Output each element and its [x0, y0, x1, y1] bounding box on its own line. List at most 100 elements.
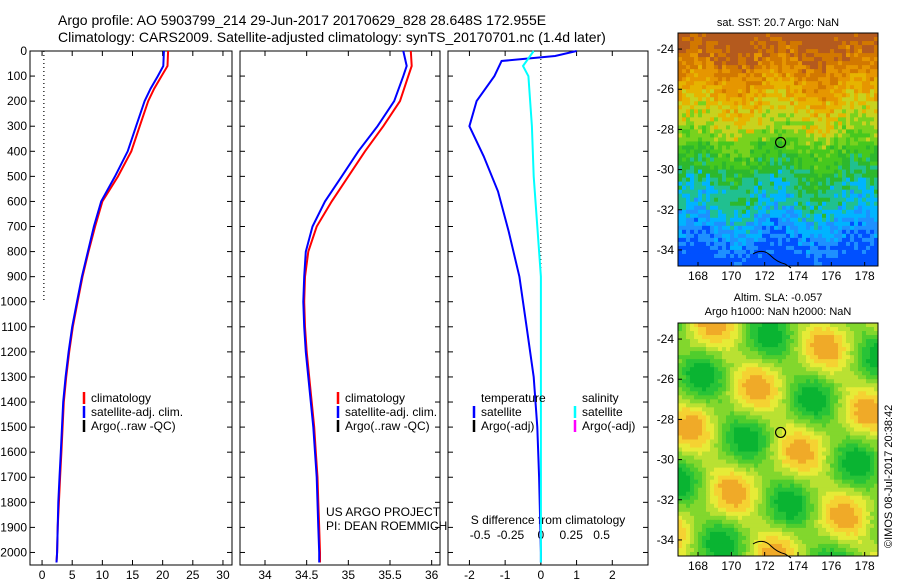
heatmap-cell — [738, 217, 743, 223]
heatmap-cell — [794, 41, 799, 46]
heatmap-cell — [738, 431, 743, 436]
heatmap-cell — [874, 347, 878, 352]
heatmap-cell — [786, 451, 791, 457]
heatmap-cell — [758, 101, 763, 106]
heatmap-cell — [802, 415, 807, 420]
heatmap-cell — [742, 335, 747, 340]
heatmap-cell — [838, 245, 843, 251]
heatmap-cell — [858, 97, 863, 102]
heatmap-cell — [698, 229, 703, 235]
heatmap-cell — [730, 105, 735, 110]
heatmap-cell — [822, 41, 827, 46]
heatmap-cell — [806, 257, 811, 263]
heatmap-cell — [786, 109, 791, 114]
heatmap-cell — [854, 141, 859, 146]
heatmap-cell — [686, 221, 691, 227]
heatmap-cell — [690, 41, 695, 46]
heatmap-cell — [794, 205, 799, 211]
heatmap-cell — [730, 201, 735, 207]
heatmap-cell — [790, 233, 795, 239]
heatmap-cell — [838, 229, 843, 235]
heatmap-cell — [798, 241, 803, 247]
heatmap-cell — [778, 363, 783, 368]
heatmap-cell — [834, 61, 839, 66]
heatmap-cell — [842, 447, 847, 453]
heatmap-cell — [806, 173, 811, 179]
heatmap-cell — [862, 69, 867, 74]
heatmap-cell — [750, 257, 755, 263]
heatmap-cell — [778, 399, 783, 404]
heatmap-cell — [694, 89, 699, 94]
heatmap-cell — [698, 45, 703, 50]
heatmap-cell — [798, 81, 803, 86]
heatmap-cell — [850, 363, 855, 368]
heatmap-cell — [698, 339, 703, 344]
heatmap-cell — [790, 105, 795, 110]
heatmap-cell — [802, 455, 807, 461]
heatmap-cell — [762, 237, 767, 243]
heatmap-cell — [814, 443, 819, 449]
heatmap-cell — [690, 383, 695, 388]
heatmap-cell — [686, 101, 691, 106]
heatmap-cell — [738, 261, 743, 266]
heatmap-cell — [866, 261, 871, 266]
heatmap-cell — [746, 197, 751, 203]
heatmap-cell — [806, 65, 811, 70]
heatmap-cell — [722, 129, 727, 134]
heatmap-cell — [842, 367, 847, 372]
heatmap-cell — [750, 463, 755, 469]
heatmap-cell — [786, 225, 791, 231]
heatmap-cell — [786, 77, 791, 82]
heatmap-cell — [826, 157, 831, 163]
heatmap-cell — [698, 335, 703, 340]
heatmap-cell — [718, 371, 723, 376]
heatmap-cell — [710, 49, 715, 54]
heatmap-cell — [766, 93, 771, 98]
series-line — [302, 50, 408, 563]
heatmap-cell — [702, 395, 707, 400]
heatmap-cell — [734, 411, 739, 416]
heatmap-cell — [686, 129, 691, 134]
heatmap-cell — [842, 181, 847, 187]
heatmap-cell — [714, 193, 719, 199]
heatmap-cell — [794, 61, 799, 66]
heatmap-cell — [826, 41, 831, 46]
heatmap-cell — [738, 101, 743, 106]
heatmap-cell — [722, 209, 727, 215]
heatmap-cell — [678, 415, 683, 420]
heatmap-cell — [838, 53, 843, 58]
heatmap-cell — [834, 379, 839, 384]
heatmap-cell — [786, 395, 791, 400]
heatmap-cell — [814, 105, 819, 110]
heatmap-cell — [826, 399, 831, 404]
heatmap-cell — [766, 229, 771, 235]
heatmap-cell — [722, 407, 727, 412]
heatmap-cell — [810, 85, 815, 90]
heatmap-cell — [822, 257, 827, 263]
heatmap-cell — [762, 81, 767, 86]
heatmap-cell — [798, 45, 803, 50]
heatmap-cell — [706, 391, 711, 396]
heatmap-cell — [690, 213, 695, 219]
heatmap-cell — [718, 165, 723, 171]
heatmap-cell — [862, 431, 867, 436]
heatmap-cell — [850, 173, 855, 179]
heatmap-cell — [830, 343, 835, 348]
heatmap-cell — [698, 347, 703, 352]
heatmap-cell — [722, 161, 727, 167]
heatmap-cell — [790, 423, 795, 428]
sst-map-axes: 168 170 172 174 176 178-24-26-28-30-32-34 — [657, 32, 879, 283]
heatmap-cell — [718, 253, 723, 259]
heatmap-cell — [802, 109, 807, 114]
heatmap-cell — [758, 65, 763, 70]
heatmap-cell — [726, 229, 731, 235]
heatmap-cell — [734, 371, 739, 376]
heatmap-cell — [698, 173, 703, 179]
heatmap-cell — [870, 463, 875, 469]
heatmap-cell — [866, 435, 871, 440]
heatmap-cell — [734, 379, 739, 384]
heatmap-cell — [710, 447, 715, 453]
heatmap-cell — [730, 177, 735, 183]
heatmap-cell — [750, 343, 755, 348]
heatmap-cell — [782, 209, 787, 215]
